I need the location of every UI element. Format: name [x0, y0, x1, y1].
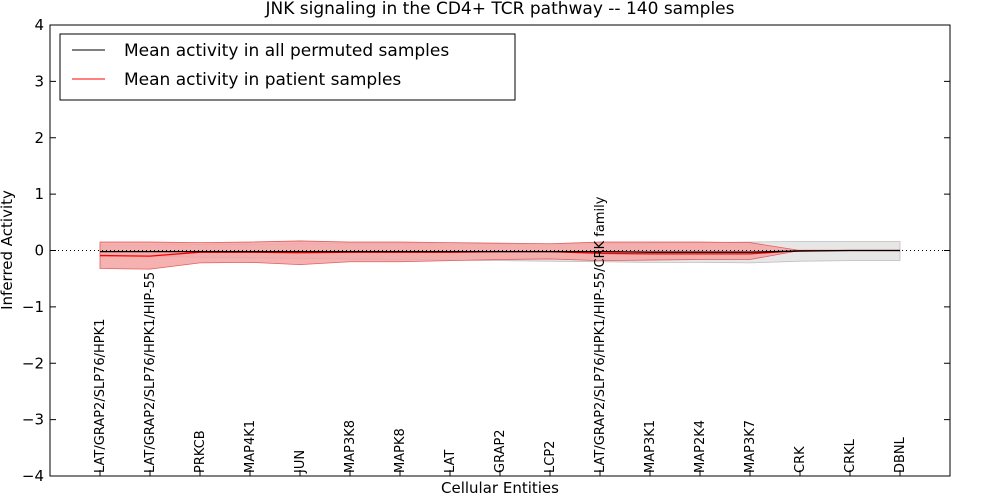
x-tick-label: MAP3K7 — [743, 420, 758, 473]
legend: Mean activity in all permuted samples Me… — [59, 33, 516, 101]
y-tick-label: 3 — [34, 72, 44, 90]
series-lines — [99, 249, 900, 257]
x-tick-label: LAT — [443, 450, 458, 473]
x-tick-label: DBNL — [893, 436, 908, 473]
x-tick-label: GRAP2 — [493, 429, 508, 473]
x-tick-label: MAPK8 — [393, 428, 408, 473]
x-tick-label: MAP2K4 — [693, 420, 708, 473]
chart-title: JNK signaling in the CD4+ TCR pathway --… — [265, 0, 735, 19]
legend-label-permuted: Mean activity in all permuted samples — [124, 41, 449, 61]
x-tick-label: CRK — [793, 446, 808, 473]
x-tick-label: LAT/GRAP2/SLP76/HPK1/HIP-55/CRK family — [593, 196, 608, 473]
x-tick-label: MAP4K1 — [243, 420, 258, 473]
confidence-bands — [99, 240, 901, 270]
x-tick-label: LCP2 — [543, 441, 558, 473]
x-tick-label: MAP3K1 — [643, 420, 658, 473]
x-tick-label: PRKCB — [193, 430, 208, 473]
y-axis-label: Inferred Activity — [0, 190, 16, 310]
y-tick-label: 0 — [34, 242, 44, 260]
x-tick-label: CRKL — [843, 438, 858, 473]
y-tick-label: −1 — [22, 298, 44, 316]
x-tick-label: LAT/GRAP2/SLP76/HPK1 — [93, 319, 108, 473]
x-tick-label: LAT/GRAP2/SLP76/HPK1/HIP-55 — [143, 272, 158, 473]
y-tick-label: −3 — [22, 411, 44, 429]
y-tick-label: −2 — [22, 354, 44, 372]
x-axis-category-labels: LAT/GRAP2/SLP76/HPK1 LAT/GRAP2/SLP76/HPK1… — [93, 196, 908, 476]
x-tick-label: MAP3K8 — [343, 420, 358, 473]
line-permuted-mean — [100, 249, 900, 253]
x-tick-label: JUN — [293, 450, 308, 474]
y-tick-label: −4 — [22, 467, 44, 485]
y-tick-label: 1 — [34, 185, 44, 203]
y-tick-label: 4 — [34, 16, 44, 34]
legend-label-patient: Mean activity in patient samples — [124, 70, 401, 90]
x-axis-label: Cellular Entities — [441, 479, 559, 497]
legend-box — [59, 33, 516, 101]
y-axis: −4 −3 −2 −1 0 1 2 3 4 — [22, 16, 950, 485]
y-tick-label: 2 — [34, 129, 44, 147]
